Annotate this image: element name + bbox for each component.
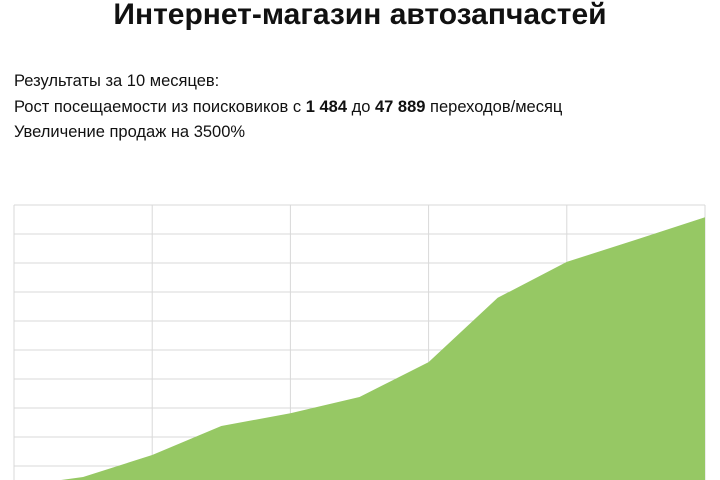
summary-text: Рост посещаемости из поисковиков с [14, 98, 306, 116]
summary-line: Увеличение продаж на 3500% [14, 123, 245, 141]
page-title: Интернет-магазин автозапчастей [113, 0, 606, 31]
summary-text: до [347, 98, 375, 116]
summary-number: 47 889 [375, 98, 425, 116]
summary-number: 1 484 [306, 98, 348, 116]
area [61, 217, 705, 480]
summary-line: Рост посещаемости из поисковиков с 1 484… [14, 98, 563, 116]
summary-line: Результаты за 10 месяцев: [14, 72, 219, 90]
summary-text: переходов/месяц [425, 98, 562, 116]
